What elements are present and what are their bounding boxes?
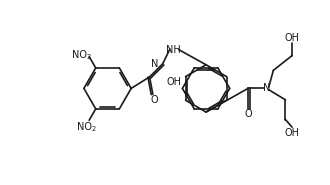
Text: OH: OH xyxy=(284,128,300,138)
Text: NH: NH xyxy=(167,45,181,55)
Text: NO: NO xyxy=(72,50,87,60)
Text: NO: NO xyxy=(77,122,92,132)
Text: O: O xyxy=(151,95,158,105)
Text: N: N xyxy=(151,59,159,69)
Text: 2: 2 xyxy=(91,126,96,132)
Text: OH: OH xyxy=(284,33,300,43)
Text: O: O xyxy=(244,109,252,119)
Text: 2: 2 xyxy=(86,54,91,60)
Text: N: N xyxy=(263,83,271,93)
Text: OH: OH xyxy=(167,78,182,88)
